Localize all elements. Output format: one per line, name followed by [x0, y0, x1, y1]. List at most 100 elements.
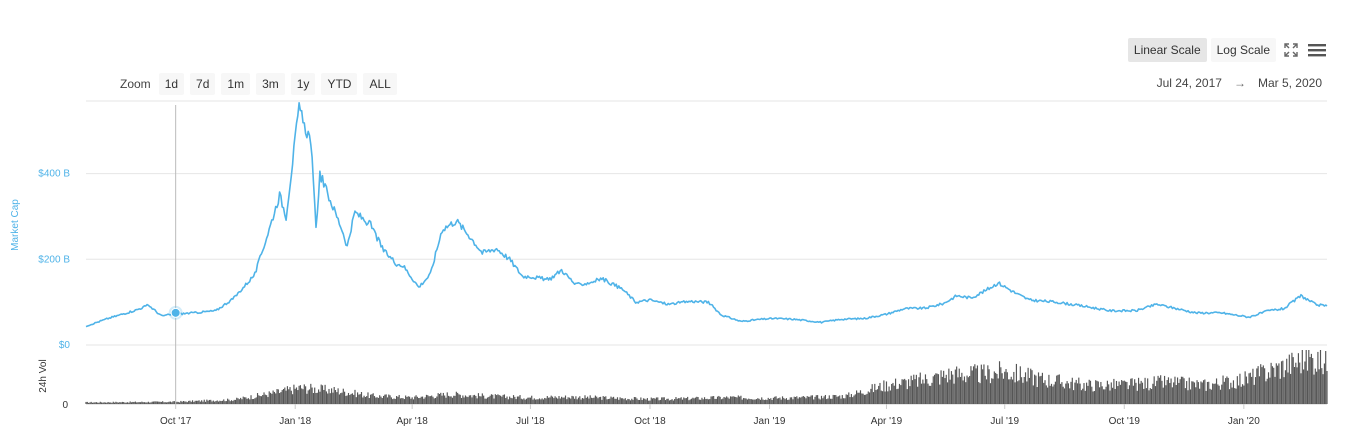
volume-bar — [1149, 388, 1151, 404]
volume-bar — [171, 402, 173, 404]
volume-bar — [150, 402, 152, 404]
volume-bar — [810, 395, 812, 404]
volume-bar — [347, 392, 350, 404]
volume-bar — [572, 396, 574, 404]
volume-bar — [416, 396, 418, 404]
zoom-1d-button[interactable]: 1d — [158, 73, 185, 95]
volume-bar — [771, 399, 773, 404]
linear-scale-button[interactable]: Linear Scale — [1127, 38, 1207, 62]
volume-bar — [1193, 382, 1196, 404]
volume-bar — [268, 391, 270, 404]
volume-bar — [121, 401, 123, 404]
fullscreen-icon[interactable] — [1280, 39, 1302, 61]
volume-bar — [1210, 389, 1212, 404]
volume-bar — [1123, 380, 1125, 404]
volume-bar — [1039, 376, 1041, 404]
volume-bar — [962, 380, 964, 404]
volume-bar — [826, 399, 828, 404]
hamburger-menu-icon[interactable] — [1306, 39, 1328, 61]
volume-bar — [1308, 350, 1310, 404]
volume-bar — [680, 397, 682, 404]
volume-bar — [518, 396, 520, 404]
volume-bar — [514, 396, 516, 404]
volume-bar — [134, 401, 136, 404]
volume-bar — [571, 395, 573, 404]
volume-bar — [1295, 362, 1297, 404]
volume-bar — [1004, 371, 1006, 404]
volume-bar — [468, 395, 470, 404]
volume-bar — [172, 401, 174, 404]
volume-bar — [568, 397, 570, 404]
volume-bar — [220, 401, 222, 404]
volume-bar — [857, 392, 859, 404]
volume-bar — [1248, 373, 1250, 404]
zoom-all-button[interactable]: ALL — [363, 73, 397, 95]
volume-bar — [529, 397, 532, 404]
volume-bar — [507, 399, 509, 404]
volume-bar — [797, 398, 799, 404]
volume-bar — [909, 386, 911, 404]
volume-bar — [971, 370, 973, 404]
market-cap-series-line[interactable] — [85, 102, 1328, 328]
volume-bar — [709, 399, 711, 404]
volume-bar — [1214, 383, 1216, 404]
volume-bar — [1277, 365, 1279, 404]
volume-bar — [254, 398, 256, 404]
volume-bar — [1162, 387, 1164, 404]
volume-bar — [1179, 379, 1181, 404]
zoom-1y-button[interactable]: 1y — [290, 73, 316, 95]
volume-bar — [1035, 375, 1037, 404]
date-to[interactable]: Mar 5, 2020 — [1257, 76, 1322, 90]
volume-bar — [1040, 375, 1042, 404]
volume-bar — [939, 384, 941, 404]
volume-bar — [480, 396, 482, 404]
hover-marker-point[interactable] — [170, 307, 181, 318]
volume-bar — [1323, 363, 1325, 404]
volume-bar — [629, 400, 632, 404]
volume-bar — [705, 399, 707, 404]
volume-bar — [563, 397, 565, 404]
volume-bar — [1031, 370, 1033, 404]
volume-bar — [497, 394, 499, 404]
volume-bar — [1187, 390, 1189, 404]
volume-bar — [558, 396, 560, 404]
volume-bar — [160, 401, 162, 404]
log-scale-button[interactable]: Log Scale — [1210, 38, 1276, 62]
volume-bar — [1279, 378, 1281, 404]
volume-bar — [132, 401, 134, 404]
volume-bar — [554, 396, 556, 404]
volume-bar — [979, 383, 981, 404]
y-tick-label-2: $400 B — [38, 169, 70, 180]
volume-bar — [888, 386, 890, 404]
volume-bar — [125, 402, 127, 404]
zoom-3m-button[interactable]: 3m — [256, 73, 285, 95]
volume-bar — [945, 374, 947, 404]
volume-bar — [454, 395, 456, 404]
volume-bar — [499, 395, 502, 404]
volume-bar — [830, 398, 832, 404]
volume-bar — [911, 380, 914, 404]
volume-bar — [123, 402, 125, 404]
volume-bar — [449, 396, 451, 404]
volume-bar — [368, 398, 370, 404]
zoom-ytd-button[interactable]: YTD — [321, 73, 358, 95]
volume-bar — [807, 396, 810, 404]
volume-bar — [176, 401, 178, 404]
zoom-7d-button[interactable]: 7d — [190, 73, 216, 95]
volume-bar — [350, 393, 352, 404]
zoom-1m-button[interactable]: 1m — [221, 73, 251, 95]
volume-bar — [1178, 382, 1180, 404]
volume-bar — [641, 400, 643, 404]
volume-bar — [1208, 381, 1210, 404]
volume-bar — [1273, 367, 1275, 404]
date-from[interactable]: Jul 24, 2017 — [1156, 76, 1222, 90]
volume-bar — [318, 389, 320, 404]
volume-bar — [384, 394, 386, 404]
volume-bar — [190, 401, 192, 404]
volume-bar — [946, 382, 949, 404]
volume-bar — [1118, 381, 1120, 404]
volume-bar — [446, 392, 448, 404]
volume-bar — [182, 400, 185, 404]
volume-bar — [711, 396, 713, 404]
